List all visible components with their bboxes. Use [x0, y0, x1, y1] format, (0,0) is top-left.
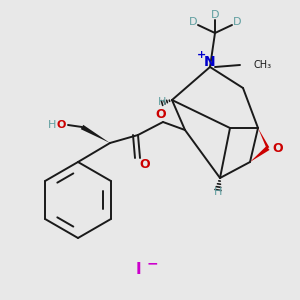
Text: D: D [189, 17, 197, 27]
Text: I: I [135, 262, 141, 278]
Polygon shape [258, 128, 269, 149]
Text: O: O [140, 158, 150, 172]
Polygon shape [81, 125, 110, 143]
Text: H: H [48, 120, 56, 130]
Text: −: − [146, 256, 158, 270]
Text: +: + [197, 50, 207, 60]
Text: N: N [204, 55, 216, 69]
Text: D: D [211, 10, 219, 20]
Text: D: D [233, 17, 241, 27]
Text: H: H [214, 187, 222, 197]
Text: H: H [158, 97, 166, 107]
Text: O: O [156, 109, 166, 122]
Text: O: O [56, 120, 66, 130]
Text: O: O [273, 142, 283, 154]
Text: CH₃: CH₃ [253, 60, 271, 70]
Polygon shape [250, 146, 269, 162]
